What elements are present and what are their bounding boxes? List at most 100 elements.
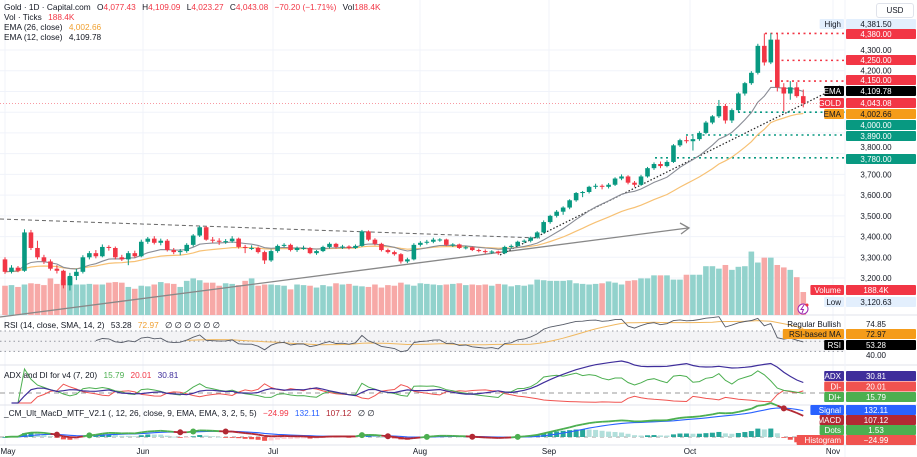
candle-body[interactable] [262, 252, 267, 261]
candle-body[interactable] [729, 110, 735, 121]
candle-body[interactable] [736, 93, 741, 111]
candle-body[interactable] [9, 267, 14, 272]
candle-body[interactable] [580, 192, 585, 194]
candle-body[interactable] [632, 182, 637, 185]
candle-body[interactable] [794, 87, 800, 97]
candle-body[interactable] [463, 247, 469, 249]
candle-body[interactable] [190, 235, 196, 245]
candle-body[interactable] [41, 257, 47, 262]
candle-body[interactable] [710, 116, 715, 123]
candle-body[interactable] [281, 244, 287, 246]
candle-body[interactable] [645, 168, 650, 177]
candle-body[interactable] [87, 253, 92, 258]
dotted-trendline[interactable] [499, 85, 841, 256]
candle-body[interactable] [476, 250, 482, 252]
candle-body[interactable] [651, 164, 657, 169]
candle-body[interactable] [113, 247, 118, 258]
candle-body[interactable] [379, 243, 384, 251]
candle-body[interactable] [690, 139, 696, 142]
candle-body[interactable] [560, 207, 566, 212]
candle-body[interactable] [775, 39, 780, 88]
candle-body[interactable] [508, 245, 514, 247]
candle-body[interactable] [437, 239, 443, 241]
candle-body[interactable] [223, 241, 228, 243]
candle-body[interactable] [749, 72, 754, 84]
candle-body[interactable] [54, 268, 60, 271]
symbol-line[interactable]: Gold · 1D · Capital.com [4, 2, 91, 12]
candle-body[interactable] [15, 267, 21, 271]
candle-body[interactable] [593, 185, 598, 187]
candle-body[interactable] [768, 39, 774, 63]
candle-body[interactable] [405, 259, 410, 262]
candle-body[interactable] [424, 241, 430, 243]
candle-body[interactable] [126, 253, 131, 260]
candle-body[interactable] [210, 239, 215, 241]
candle-body[interactable] [411, 244, 417, 260]
candle-body[interactable] [697, 132, 702, 140]
candle-body[interactable] [314, 251, 319, 254]
candle-body[interactable] [787, 87, 793, 94]
candle-body[interactable] [249, 247, 254, 249]
candle-body[interactable] [781, 87, 787, 94]
candle-body[interactable] [677, 140, 683, 146]
candle-body[interactable] [372, 239, 378, 244]
candle-body[interactable] [664, 161, 670, 167]
adx-legend[interactable]: ADX and DI for v4 (7, 20) 15.79 20.01 30… [4, 370, 178, 380]
candle-body[interactable] [800, 96, 806, 104]
candle-body[interactable] [366, 231, 371, 240]
candle-body[interactable] [353, 245, 358, 248]
candle-body[interactable] [2, 259, 8, 272]
candle-body[interactable] [684, 140, 689, 142]
candle-body[interactable] [93, 253, 99, 257]
candle-body[interactable] [268, 251, 274, 261]
volume-legend[interactable]: Vol · Ticks 188.4K [4, 12, 74, 22]
candle-body[interactable] [606, 184, 611, 187]
candle-body[interactable] [74, 271, 79, 276]
candle-body[interactable] [35, 247, 40, 258]
candle-body[interactable] [625, 176, 631, 183]
alert-lightning-icon[interactable] [797, 303, 809, 315]
candle-body[interactable] [444, 239, 449, 245]
candle-body[interactable] [138, 241, 144, 257]
candle-body[interactable] [515, 241, 521, 246]
candle-body[interactable] [502, 246, 508, 254]
candle-body[interactable] [599, 185, 605, 187]
candle-body[interactable] [547, 215, 553, 223]
ascending-trendline-arrow[interactable] [0, 227, 689, 318]
candle-body[interactable] [723, 105, 728, 121]
candle-body[interactable] [61, 270, 66, 286]
candle-body[interactable] [28, 232, 34, 248]
candle-body[interactable] [320, 246, 326, 252]
candle-body[interactable] [346, 246, 352, 248]
candle-body[interactable] [106, 246, 112, 248]
candle-body[interactable] [392, 252, 397, 255]
candle-body[interactable] [450, 244, 456, 246]
candle-body[interactable] [482, 251, 488, 253]
candle-body[interactable] [573, 193, 579, 201]
candle-body[interactable] [541, 222, 546, 233]
candle-body[interactable] [385, 250, 391, 253]
candle-body[interactable] [203, 227, 209, 240]
currency-button[interactable]: USD [876, 3, 914, 18]
ema26-legend[interactable]: EMA (26, close) 4,002.66 [4, 22, 101, 32]
candle-body[interactable] [398, 254, 404, 262]
candle-body[interactable] [742, 83, 748, 94]
candle-body[interactable] [67, 275, 73, 286]
candle-body[interactable] [242, 246, 248, 248]
macd-legend[interactable]: _CM_Ult_MacD_MTF_V2.1 (, 12, 26, close, … [4, 408, 374, 418]
candle-body[interactable] [619, 176, 624, 179]
candle-body[interactable] [703, 122, 709, 133]
candle-body[interactable] [22, 232, 27, 271]
candle-body[interactable] [327, 243, 332, 247]
candle-body[interactable] [145, 238, 151, 242]
candle-body[interactable] [418, 242, 423, 245]
ema12-legend[interactable]: EMA (12, close) 4,109.78 [4, 32, 101, 42]
candle-body[interactable] [567, 200, 572, 208]
candle-body[interactable] [431, 239, 436, 242]
candle-body[interactable] [333, 243, 339, 247]
candle-body[interactable] [359, 231, 365, 246]
candle-body[interactable] [340, 246, 345, 248]
candle-body[interactable] [638, 176, 644, 185]
candle-body[interactable] [294, 247, 300, 251]
candle-body[interactable] [177, 251, 183, 253]
